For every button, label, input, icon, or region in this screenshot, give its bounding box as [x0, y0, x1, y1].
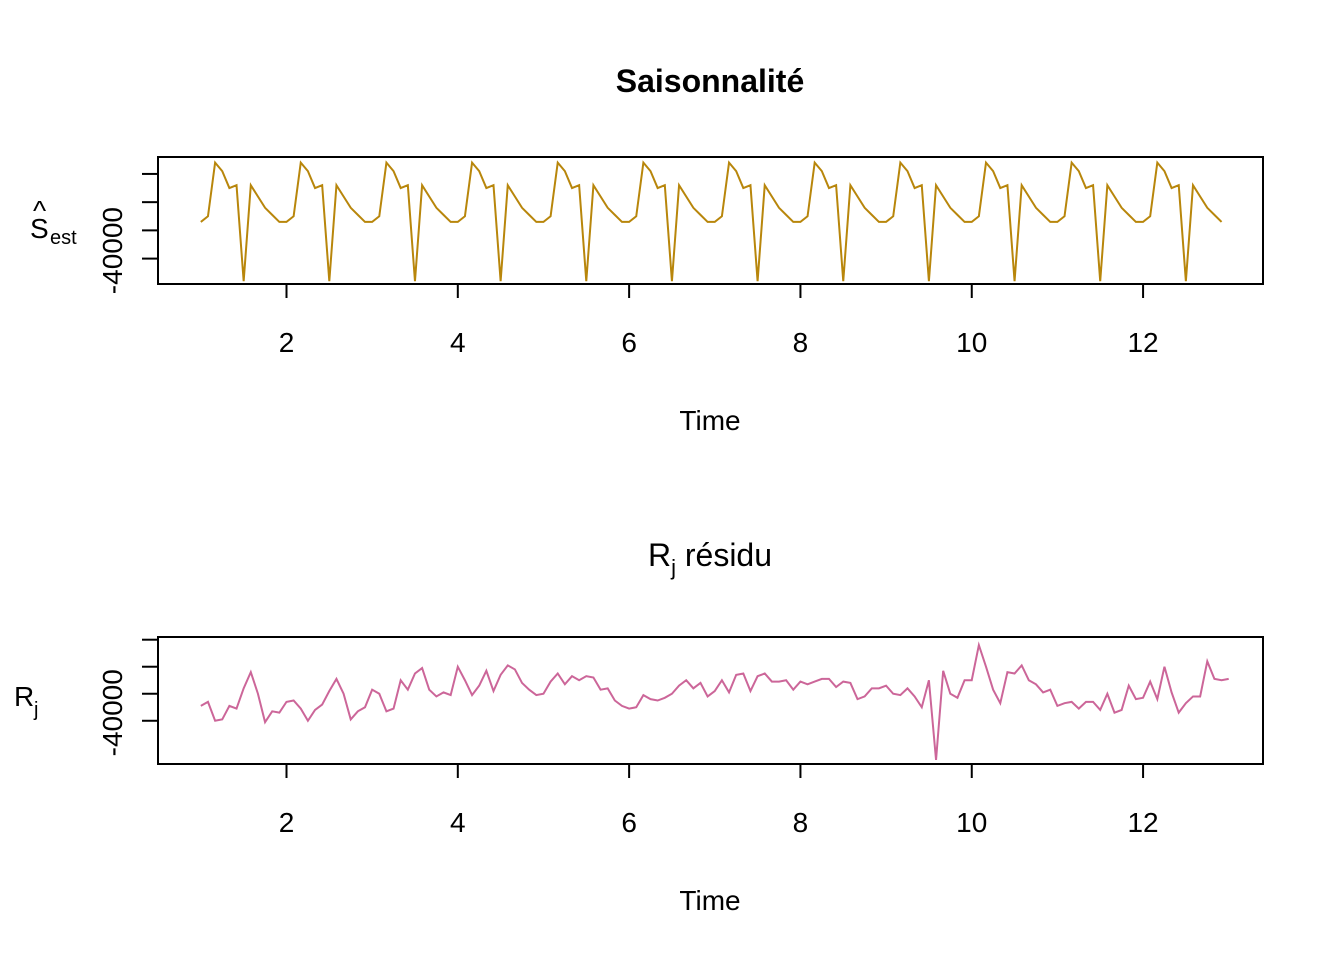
x-tick-label: 10: [956, 807, 987, 838]
y-tick-label: -40000: [97, 669, 128, 756]
x-axis-label: Time: [679, 405, 740, 436]
panel-residuals: Rj résidu 2 4 6 8 10 12 -40000 Time R j: [14, 537, 1264, 916]
x-tick-label: 2: [279, 327, 295, 358]
chart-title: Rj résidu: [648, 537, 772, 580]
y-axis-label-sub: est: [50, 227, 77, 249]
x-tick-label: 6: [621, 807, 637, 838]
x-tick-label: 6: [621, 327, 637, 358]
y-axis-label-sub: j: [33, 699, 38, 721]
seasonal-series-line: [200, 160, 1223, 282]
residual-series-line: [200, 641, 1229, 761]
y-axis-label-hat: ^: [33, 195, 46, 226]
chart-title-rest: résidu: [676, 537, 772, 573]
x-tick-label: 12: [1127, 807, 1158, 838]
y-axis: -40000: [97, 638, 158, 756]
y-axis: -40000: [97, 172, 158, 294]
x-tick-label: 2: [279, 807, 295, 838]
chart-title: Saisonnalité: [616, 63, 805, 99]
chart-title-main: R: [648, 537, 671, 573]
x-tick-label: 10: [956, 327, 987, 358]
x-tick-label: 8: [793, 807, 809, 838]
chart-title-sub: j: [670, 555, 676, 580]
x-tick-label: 4: [450, 807, 466, 838]
y-axis-label-main: S: [30, 213, 49, 244]
x-tick-label: 8: [793, 327, 809, 358]
panel-seasonality: Saisonnalité 2 4 6 8 10 12 -40000 Time S ^ es…: [30, 63, 1264, 436]
plot-frame: [157, 636, 1264, 765]
y-tick-label: -40000: [97, 207, 128, 294]
x-axis: 2 4 6 8 10 12: [279, 284, 1159, 358]
x-axis: 2 4 6 8 10 12: [279, 764, 1159, 838]
x-tick-label: 4: [450, 327, 466, 358]
x-tick-label: 12: [1127, 327, 1158, 358]
y-axis-label: S ^ est: [30, 195, 77, 249]
x-axis-label: Time: [679, 885, 740, 916]
plot-frame: [157, 156, 1264, 285]
y-axis-label-main: R: [14, 681, 34, 712]
y-axis-label: R j: [14, 681, 38, 721]
